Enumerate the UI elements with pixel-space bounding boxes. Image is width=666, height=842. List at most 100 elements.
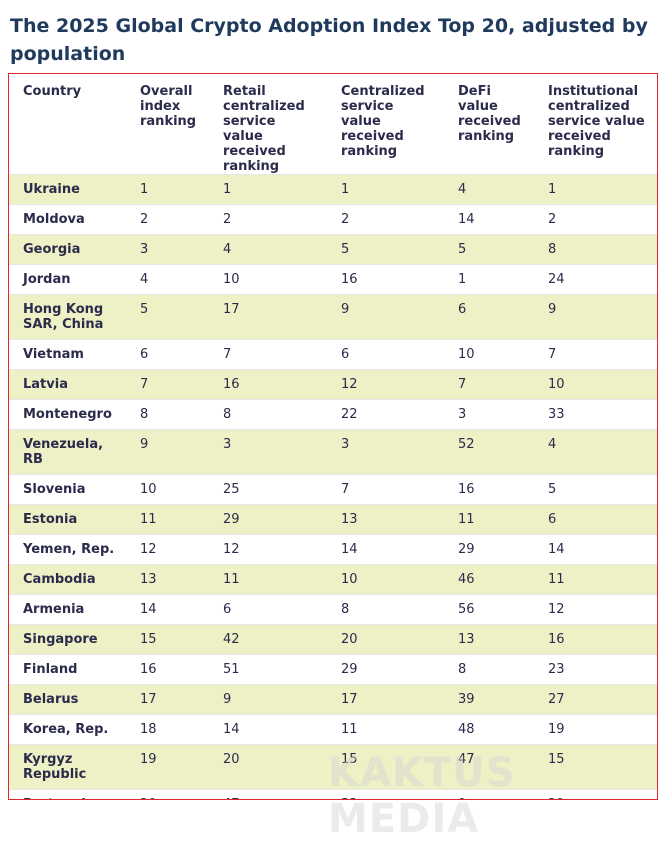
rank-cell: 7 bbox=[126, 369, 209, 400]
rank-cell: 16 bbox=[534, 624, 657, 655]
column-header: Country bbox=[23, 84, 82, 99]
rank-cell: 6 bbox=[223, 602, 232, 617]
rank-cell: 46 bbox=[444, 564, 534, 595]
country-cell: Latvia bbox=[9, 369, 126, 400]
rank-cell: 13 bbox=[327, 504, 444, 535]
rank-cell: 39 bbox=[444, 684, 534, 715]
rank-cell: 1 bbox=[458, 272, 467, 287]
rank-cell: 33 bbox=[548, 407, 565, 422]
rank-cell: 7 bbox=[548, 347, 557, 362]
rank-cell: 4 bbox=[444, 174, 534, 205]
rank-cell: 13 bbox=[126, 564, 209, 595]
rank-cell: 2 bbox=[223, 212, 232, 227]
rank-cell: 11 bbox=[126, 504, 209, 535]
table-row: Singapore 15 42 20 13 16 bbox=[9, 624, 657, 655]
rank-cell: 47 bbox=[444, 744, 534, 790]
rank-cell: 14 bbox=[548, 542, 565, 557]
rank-cell: 15 bbox=[126, 624, 209, 655]
header-row: Country Overall index ranking Retail centr… bbox=[9, 74, 657, 175]
rank-cell: 27 bbox=[534, 684, 657, 715]
rank-cell: 23 bbox=[548, 662, 565, 677]
column-header: Institutional centralized service value … bbox=[548, 84, 645, 159]
rank-cell: 11 bbox=[209, 564, 327, 595]
table-row: Montenegro 8 8 22 3 33 bbox=[9, 399, 657, 430]
rank-cell: 47 bbox=[209, 790, 327, 799]
country-cell: Montenegro bbox=[23, 407, 112, 422]
rank-cell: 12 bbox=[223, 542, 240, 557]
column-header: Overall index ranking bbox=[140, 84, 197, 129]
table-row: Portugal204733929 bbox=[9, 789, 657, 799]
rank-cell: 8 bbox=[341, 602, 350, 617]
rank-cell: 19 bbox=[548, 722, 565, 737]
rank-cell: 20 bbox=[327, 624, 444, 655]
rank-cell: 8 bbox=[534, 234, 657, 265]
rank-cell: 10 bbox=[140, 482, 157, 497]
table-body: Ukraine 1 1 1 4 1 Moldova 2 2 2 14 2 Georgia 3 4 5 5 8 Jor… bbox=[9, 174, 657, 799]
country-cell: Finland bbox=[23, 662, 78, 677]
country-cell: Cambodia bbox=[9, 564, 126, 595]
rank-cell: 10 bbox=[534, 369, 657, 400]
rank-cell: 8 bbox=[223, 407, 232, 422]
rank-cell: 14 bbox=[341, 542, 358, 557]
rank-cell: 12 bbox=[548, 602, 565, 617]
table-row: Moldova 2 2 2 14 2 bbox=[9, 204, 657, 235]
rank-cell: 5 bbox=[126, 294, 209, 340]
rank-cell: 6 bbox=[444, 294, 534, 340]
rank-cell: 5 bbox=[327, 234, 444, 265]
rank-cell: 16 bbox=[341, 272, 358, 287]
rank-cell: 1 bbox=[126, 174, 209, 205]
title: The 2025 Global Crypto Adoption Index To… bbox=[10, 15, 648, 65]
rank-cell: 8 bbox=[140, 407, 149, 422]
rank-cell: 33 bbox=[327, 790, 444, 799]
rank-cell: 20 bbox=[209, 744, 327, 790]
table-row: Latvia 7 16 12 7 10 bbox=[9, 369, 657, 400]
rank-cell: 6 bbox=[341, 347, 350, 362]
table-row: Kyrgyz Republic 19 20 15 47 15 bbox=[9, 744, 657, 790]
rank-cell: 17 bbox=[209, 294, 327, 340]
country-cell: Hong Kong SAR, China bbox=[9, 294, 126, 340]
country-cell: Portugal bbox=[9, 790, 126, 799]
rank-cell: 22 bbox=[341, 407, 358, 422]
column-header: Centralized service value received ranki… bbox=[341, 84, 425, 159]
rank-cell: 12 bbox=[140, 542, 157, 557]
rank-cell: 4 bbox=[140, 272, 149, 287]
table-row: Yemen, Rep. 12 12 14 29 14 bbox=[9, 534, 657, 565]
rank-cell: 20 bbox=[126, 790, 209, 799]
rank-cell: 18 bbox=[140, 722, 157, 737]
watermark: KAKTUS MEDIA bbox=[328, 750, 516, 842]
rank-cell: 29 bbox=[341, 662, 358, 677]
rank-cell: 7 bbox=[444, 369, 534, 400]
country-cell: Slovenia bbox=[23, 482, 86, 497]
rank-cell: 24 bbox=[548, 272, 565, 287]
rank-cell: 17 bbox=[126, 684, 209, 715]
rank-cell: 11 bbox=[534, 564, 657, 595]
rank-cell: 15 bbox=[534, 744, 657, 790]
rank-cell: 5 bbox=[444, 234, 534, 265]
country-cell: Vietnam bbox=[23, 347, 84, 362]
rank-cell: 11 bbox=[341, 722, 358, 737]
rank-cell: 19 bbox=[126, 744, 209, 790]
country-cell: Georgia bbox=[9, 234, 126, 265]
rank-cell: 14 bbox=[223, 722, 240, 737]
rank-cell: 2 bbox=[140, 212, 149, 227]
rank-cell: 16 bbox=[140, 662, 157, 677]
country-cell: Kyrgyz Republic bbox=[9, 744, 126, 790]
rank-cell: 12 bbox=[327, 369, 444, 400]
table-row: Cambodia 13 11 10 46 11 bbox=[9, 564, 657, 595]
rank-cell: 7 bbox=[223, 347, 232, 362]
page: The 2025 Global Crypto Adoption Index To… bbox=[8, 15, 658, 842]
table-row: Jordan 4 10 16 1 24 bbox=[9, 264, 657, 295]
country-cell: Armenia bbox=[23, 602, 85, 617]
table-row: Belarus 17 9 17 39 27 bbox=[9, 684, 657, 715]
rank-cell: 3 bbox=[209, 429, 327, 475]
rank-cell: 7 bbox=[341, 482, 350, 497]
rank-cell: 42 bbox=[209, 624, 327, 655]
rank-cell: 8 bbox=[458, 662, 467, 677]
rank-cell: 1 bbox=[327, 174, 444, 205]
rank-cell: 3 bbox=[327, 429, 444, 475]
rank-cell: 13 bbox=[444, 624, 534, 655]
table-row: Estonia 11 29 13 11 6 bbox=[9, 504, 657, 535]
country-cell: Korea, Rep. bbox=[23, 722, 109, 737]
rank-cell: 2 bbox=[341, 212, 350, 227]
table-row: Slovenia 10 25 7 16 5 bbox=[9, 474, 657, 505]
